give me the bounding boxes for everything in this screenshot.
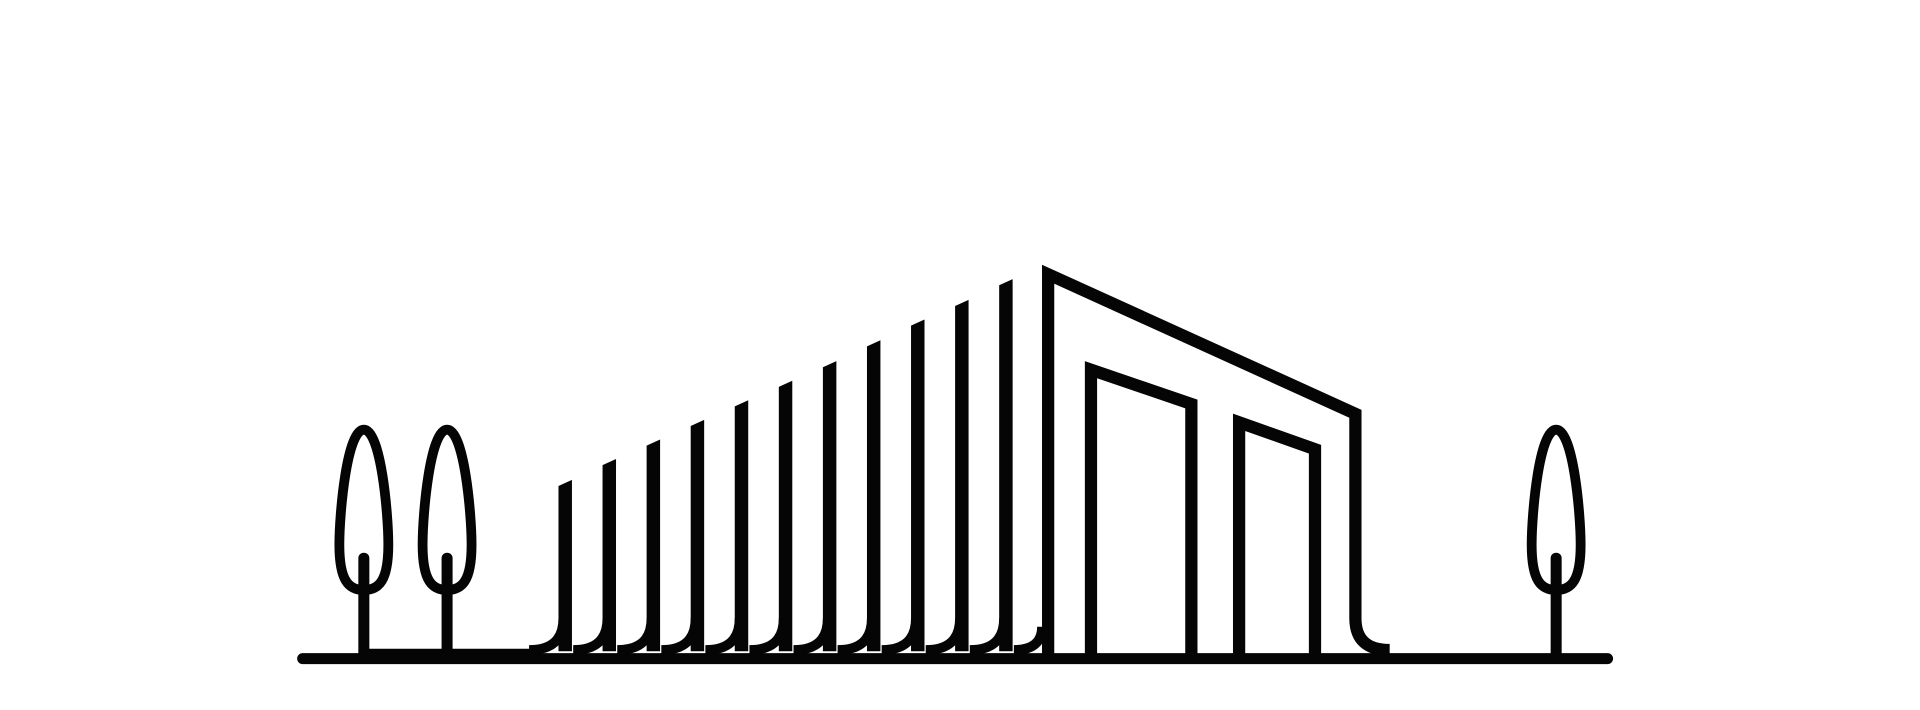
house-door-left (1084, 361, 1198, 657)
tree-icon (417, 424, 477, 663)
fin-bar (734, 400, 749, 652)
fin-bar (690, 419, 705, 652)
fin-curve (881, 617, 921, 655)
fin-bar (999, 279, 1013, 652)
fin-curve (969, 617, 1009, 655)
fin-bar (866, 340, 881, 652)
fin-curve (925, 617, 965, 655)
fin-curve (617, 617, 657, 655)
house-edge (1013, 626, 1047, 655)
fin-curve (528, 617, 569, 655)
tree-icon (1526, 424, 1586, 663)
fin-bar (822, 361, 837, 652)
fin-curve (793, 617, 833, 655)
fin-bar (911, 319, 925, 652)
ground-line (297, 648, 1614, 665)
fin-bar (602, 459, 617, 652)
fin-curve (705, 617, 745, 655)
house-roof-wall (1042, 264, 1390, 657)
trees (334, 424, 1586, 663)
building-fins (528, 279, 1013, 655)
fin-curve (837, 617, 877, 655)
fin-bar (558, 479, 572, 652)
tree-icon (334, 424, 394, 663)
fin-curve (572, 617, 613, 655)
fin-curve (661, 617, 701, 655)
fin-bar (646, 439, 661, 652)
house-door-right (1232, 413, 1322, 657)
house-outline (1013, 264, 1390, 657)
fin-bar (955, 299, 969, 652)
fin-bar (778, 380, 793, 652)
fin-curve (749, 617, 789, 655)
